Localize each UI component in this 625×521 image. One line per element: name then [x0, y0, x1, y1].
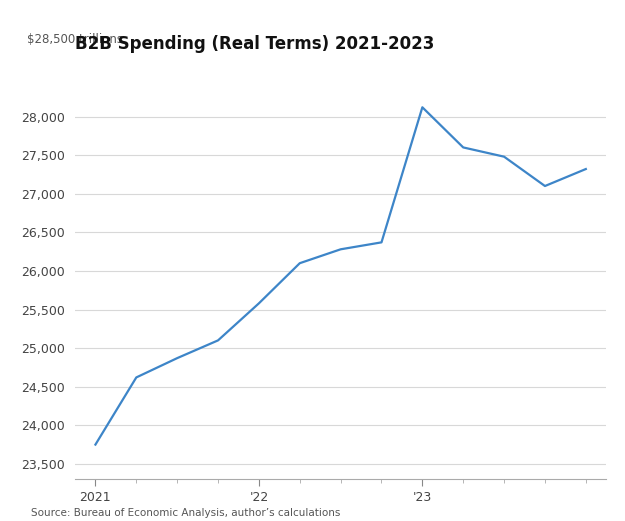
Text: $28,500 trillions: $28,500 trillions: [28, 33, 123, 46]
Text: B2B Spending (Real Terms) 2021-2023: B2B Spending (Real Terms) 2021-2023: [75, 34, 434, 53]
Text: Source: Bureau of Economic Analysis, author’s calculations: Source: Bureau of Economic Analysis, aut…: [31, 508, 341, 518]
